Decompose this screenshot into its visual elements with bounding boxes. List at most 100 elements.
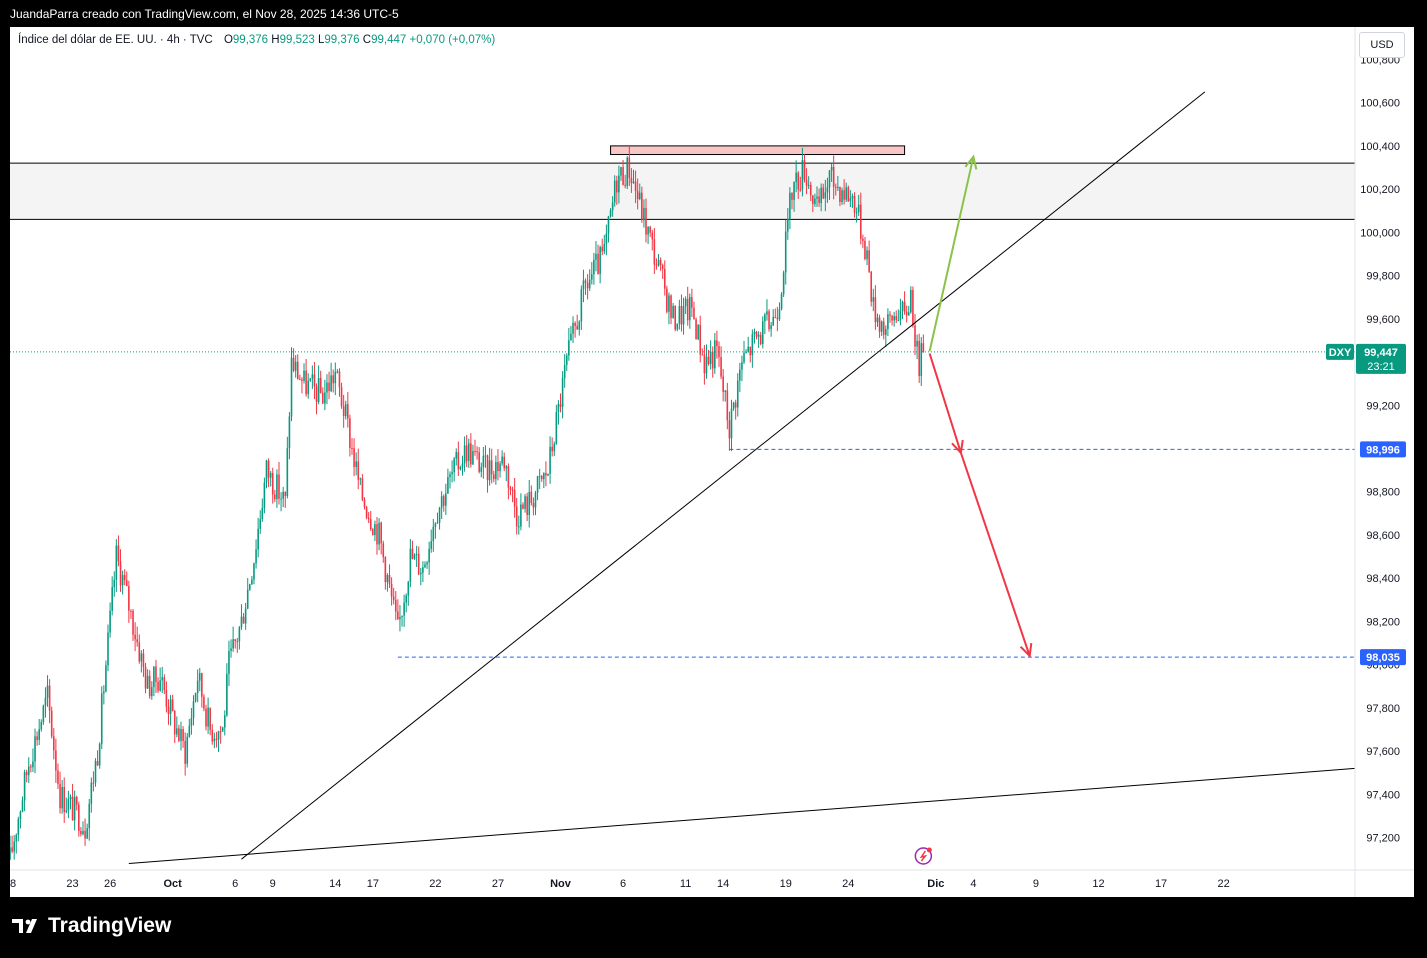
candle-body — [805, 179, 808, 186]
candle-body — [417, 553, 420, 575]
candle — [649, 225, 651, 237]
candle — [52, 728, 55, 760]
candle-body — [843, 190, 845, 200]
candle-body — [376, 524, 378, 545]
candle-body — [71, 796, 74, 821]
candle — [678, 299, 681, 330]
candle — [38, 719, 40, 746]
price-tick-label: 99,600 — [1366, 314, 1400, 326]
candle-body — [912, 290, 914, 326]
candle — [782, 270, 785, 298]
candle-body — [492, 474, 495, 480]
candle-body — [163, 677, 166, 691]
candle-body — [490, 460, 493, 475]
candle — [57, 763, 59, 789]
candle-body — [438, 507, 441, 523]
candle-body — [342, 406, 345, 417]
candle — [130, 609, 132, 620]
candle — [520, 493, 522, 531]
candle — [119, 549, 122, 592]
candle-body — [382, 543, 385, 558]
candle — [761, 316, 764, 349]
candle — [428, 541, 430, 575]
candle-body — [115, 545, 118, 580]
candle — [230, 639, 232, 658]
candle — [563, 354, 566, 388]
candle — [223, 710, 226, 736]
candle — [920, 337, 923, 386]
candle — [874, 285, 877, 330]
price-tick-label: 100,200 — [1360, 184, 1400, 196]
candle-body — [453, 458, 455, 473]
candle-body — [236, 641, 239, 643]
candle-body — [568, 340, 570, 356]
time-tick-label: 19 — [780, 878, 792, 890]
candle — [793, 181, 795, 212]
candle — [628, 145, 631, 187]
candle — [707, 349, 710, 366]
candle-body — [907, 312, 910, 316]
candle-body — [48, 685, 51, 711]
candle-body — [741, 362, 743, 370]
candle — [699, 315, 702, 363]
currency-selector[interactable]: USD — [1359, 32, 1405, 58]
candle — [705, 344, 708, 379]
candle — [207, 697, 209, 734]
candle-body — [240, 616, 243, 628]
candle — [150, 681, 153, 700]
candle-body — [824, 192, 827, 199]
candle-body — [634, 181, 637, 192]
candle — [580, 285, 583, 330]
candle-body — [169, 699, 172, 714]
chart-panel[interactable]: 97,200 97,400 97,600 97,800 98,000 98,200 98,4… — [10, 27, 1414, 897]
candle — [434, 522, 437, 539]
candle-body — [13, 841, 15, 852]
candle-body — [507, 466, 510, 488]
price-tick-label: 99,800 — [1366, 271, 1400, 283]
candle-body — [576, 325, 578, 330]
candle — [722, 368, 724, 402]
candle — [176, 716, 178, 738]
candle — [267, 458, 270, 488]
candle — [319, 370, 322, 394]
candle-body — [553, 443, 556, 452]
candle-body — [686, 298, 689, 321]
candle-body — [290, 357, 293, 417]
candle-body — [69, 796, 72, 800]
tradingview-logo[interactable]: TradingView — [12, 914, 171, 938]
candle-body — [659, 259, 662, 266]
candle-body — [257, 528, 259, 550]
candle-body — [109, 610, 111, 633]
candle — [682, 297, 685, 335]
candle-body — [649, 226, 651, 233]
candle — [820, 183, 822, 212]
candle — [349, 414, 351, 457]
candle — [217, 730, 220, 752]
target-price-label-bg — [1360, 649, 1406, 666]
candle-body — [497, 462, 499, 472]
time-tick-label: 17 — [1155, 878, 1167, 890]
candle — [138, 634, 141, 664]
candle — [578, 320, 581, 336]
candle — [374, 520, 376, 542]
candle-body — [472, 451, 474, 465]
candle — [321, 387, 324, 404]
candle — [380, 521, 382, 555]
candle — [801, 147, 804, 197]
candle-body — [378, 522, 380, 545]
price-chart[interactable]: 97,20097,40097,60097,80098,00098,20098,4… — [10, 27, 1414, 897]
candle-body — [530, 491, 533, 503]
candle — [670, 294, 672, 325]
candle-body — [390, 584, 393, 597]
candle-body — [701, 354, 704, 356]
candle — [417, 546, 420, 576]
candle-body — [403, 602, 405, 616]
target-price-label-2: 98,035 — [1360, 649, 1406, 666]
candle — [75, 795, 78, 811]
candle — [603, 234, 606, 255]
close-value: 99,447 — [371, 34, 407, 46]
candle-body — [903, 301, 906, 312]
candle — [526, 492, 528, 522]
candle-body — [901, 301, 904, 311]
candle-body — [57, 770, 59, 784]
